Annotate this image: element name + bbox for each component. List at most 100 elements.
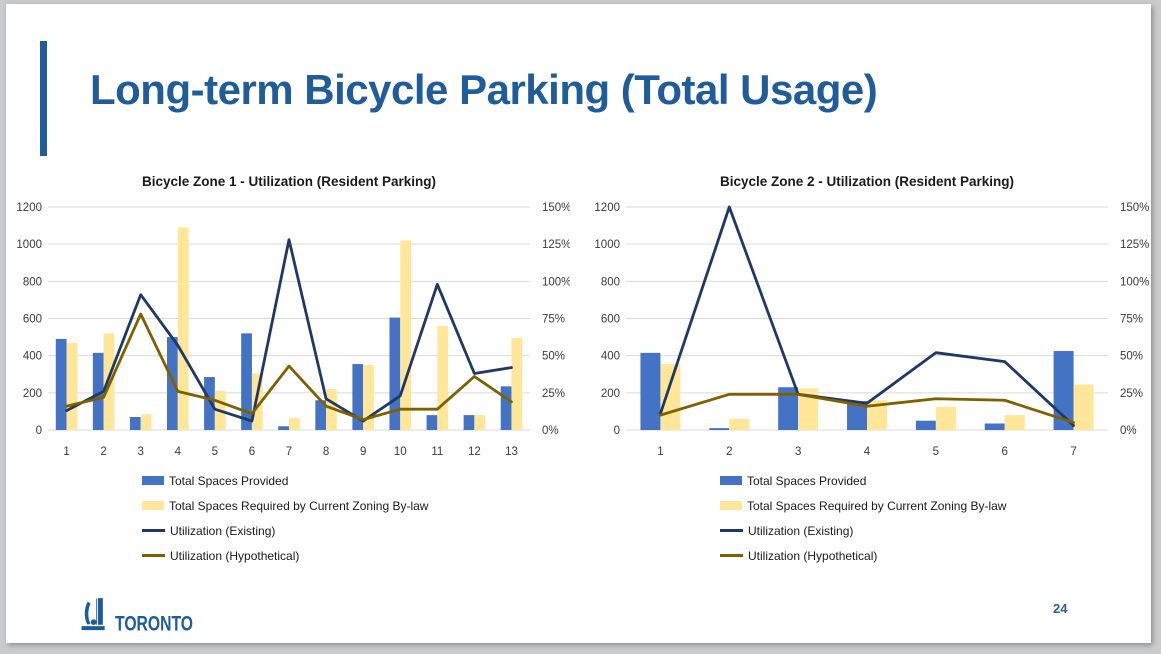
legend-item: Utilization (Hypothetical) — [142, 543, 428, 568]
toronto-city-hall-icon — [81, 598, 105, 631]
legend-item: Total Spaces Required by Current Zoning … — [142, 493, 428, 518]
right-axis-tick-label: 50% — [1120, 351, 1143, 363]
right-axis-tick-label: 150% — [542, 202, 570, 214]
x-category-label: 5 — [212, 446, 218, 458]
legend-swatch-bar — [720, 476, 742, 485]
chart-plot-zone-2: 1200 150%1000 125%800 100%600 75%400 50%200 25… — [594, 202, 1149, 458]
right-axis-tick-label: 150% — [1120, 202, 1149, 214]
chart-legend-zone-2: Total Spaces Provided Total Spaces Requir… — [720, 468, 1006, 568]
legend-label: Total Spaces Required by Current Zoning … — [747, 498, 1007, 513]
x-category-label: 7 — [1070, 446, 1076, 458]
legend-swatch-line — [142, 554, 165, 557]
left-axis-tick-label: 400 — [23, 351, 42, 363]
right-axis-tick-label: 125% — [542, 239, 570, 251]
title-accent-bar — [40, 41, 47, 156]
legend-label: Total Spaces Provided — [747, 473, 867, 488]
legend-label: Utilization (Existing) — [170, 523, 276, 538]
left-axis-tick-label: 600 — [601, 314, 620, 326]
bar-total-spaces-provided — [463, 415, 475, 430]
toronto-logo: TORONTO — [78, 596, 195, 634]
x-category-label: 3 — [137, 446, 143, 458]
bar-total-spaces-provided — [167, 337, 178, 430]
bar-total-spaces-required-by-current-zoning-by-law — [1004, 415, 1025, 430]
left-axis-tick-label: 0 — [614, 425, 620, 437]
bar-total-spaces-required-by-current-zoning-by-law — [935, 406, 956, 430]
bar-total-spaces-provided — [640, 352, 661, 430]
bar-total-spaces-required-by-current-zoning-by-law — [140, 414, 152, 430]
left-axis-tick-label: 600 — [23, 314, 42, 326]
x-category-label: 2 — [100, 446, 106, 458]
x-category-label: 6 — [1002, 446, 1008, 458]
bar-total-spaces-required-by-current-zoning-by-law — [474, 415, 486, 430]
x-category-label: 8 — [323, 446, 329, 458]
bar-total-spaces-required-by-current-zoning-by-law — [66, 342, 78, 430]
bar-total-spaces-required-by-current-zoning-by-law — [177, 227, 189, 430]
left-axis-tick-label: 1200 — [594, 202, 620, 214]
legend-label: Total Spaces Required by Current Zoning … — [169, 498, 429, 513]
right-axis-tick-label: 0% — [1120, 425, 1137, 437]
left-axis-tick-label: 200 — [601, 388, 620, 400]
left-axis-tick-label: 400 — [601, 351, 620, 363]
left-axis-tick-label: 800 — [601, 276, 620, 288]
bar-total-spaces-provided — [129, 416, 141, 430]
left-axis-tick-label: 1000 — [16, 239, 42, 251]
bar-total-spaces-required-by-current-zoning-by-law — [867, 400, 887, 430]
bar-total-spaces-provided — [204, 377, 215, 430]
chart-legend-zone-1: Total Spaces Provided Total Spaces Requir… — [142, 468, 428, 568]
right-axis-tick-label: 25% — [1120, 388, 1143, 400]
bar-total-spaces-provided — [55, 338, 67, 430]
x-category-label: 6 — [249, 446, 255, 458]
right-axis-tick-label: 25% — [542, 388, 565, 400]
toronto-logo-text: TORONTO — [115, 613, 193, 634]
bar-total-spaces-provided — [315, 400, 327, 430]
x-category-label: 3 — [795, 446, 801, 458]
left-axis-tick-label: 200 — [23, 388, 42, 400]
bar-total-spaces-provided — [778, 387, 799, 430]
bar-total-spaces-provided — [92, 352, 104, 430]
x-category-label: 4 — [864, 446, 871, 458]
bar-total-spaces-provided — [426, 415, 438, 430]
bar-total-spaces-provided — [847, 401, 867, 430]
line-utilization-hypothetical — [659, 392, 1075, 424]
bar-total-spaces-required-by-current-zoning-by-law — [103, 333, 115, 430]
legend-swatch-line — [142, 529, 165, 532]
page-number: 24 — [1053, 601, 1068, 616]
slide-title: Long-term Bicycle Parking (Total Usage) — [90, 66, 878, 113]
x-category-label: 13 — [505, 446, 518, 458]
chart-title-zone-2: Bicycle Zone 2 - Utilization (Resident P… — [719, 174, 1015, 189]
right-axis-tick-label: 50% — [542, 351, 565, 363]
legend-label: Total Spaces Provided — [169, 473, 289, 488]
chart-plot-zone-1: 1200 150%1000 125%800 100%600 75%400 50%200 25… — [16, 202, 570, 458]
bar-total-spaces-required-by-current-zoning-by-law — [798, 388, 819, 430]
x-category-label: 12 — [468, 446, 481, 458]
bar-total-spaces-required-by-current-zoning-by-law — [400, 240, 411, 430]
left-axis-tick-label: 1200 — [16, 202, 42, 214]
line-utilization-existing — [65, 238, 513, 423]
bar-total-spaces-provided — [984, 423, 1005, 430]
left-axis-tick-label: 800 — [23, 276, 42, 288]
legend-item: Total Spaces Provided — [142, 468, 428, 493]
legend-item: Utilization (Existing) — [720, 518, 1006, 543]
x-category-label: 1 — [657, 446, 663, 458]
bar-total-spaces-provided — [278, 426, 289, 430]
x-category-label: 11 — [431, 446, 443, 458]
bar-total-spaces-required-by-current-zoning-by-law — [289, 417, 300, 430]
right-axis-tick-label: 0% — [542, 425, 559, 437]
x-category-label: 7 — [286, 446, 292, 458]
bar-total-spaces-required-by-current-zoning-by-law — [729, 418, 750, 430]
bar-total-spaces-provided — [389, 317, 401, 430]
right-axis-tick-label: 125% — [1120, 239, 1149, 251]
bar-total-spaces-provided — [500, 386, 512, 430]
bar-total-spaces-required-by-current-zoning-by-law — [511, 338, 523, 430]
legend-item: Total Spaces Required by Current Zoning … — [720, 493, 1006, 518]
x-category-label: 2 — [726, 446, 732, 458]
right-axis-tick-label: 75% — [542, 314, 565, 326]
bar-total-spaces-required-by-current-zoning-by-law — [363, 364, 374, 430]
right-axis-tick-label: 75% — [1120, 314, 1143, 326]
legend-label: Utilization (Hypothetical) — [170, 548, 300, 563]
x-category-label: 5 — [933, 446, 939, 458]
x-category-label: 4 — [175, 446, 182, 458]
chart-zone-2-section: Bicycle Zone 2 - Utilization (Resident P… — [585, 170, 1155, 570]
bar-total-spaces-required-by-current-zoning-by-law — [660, 364, 681, 430]
